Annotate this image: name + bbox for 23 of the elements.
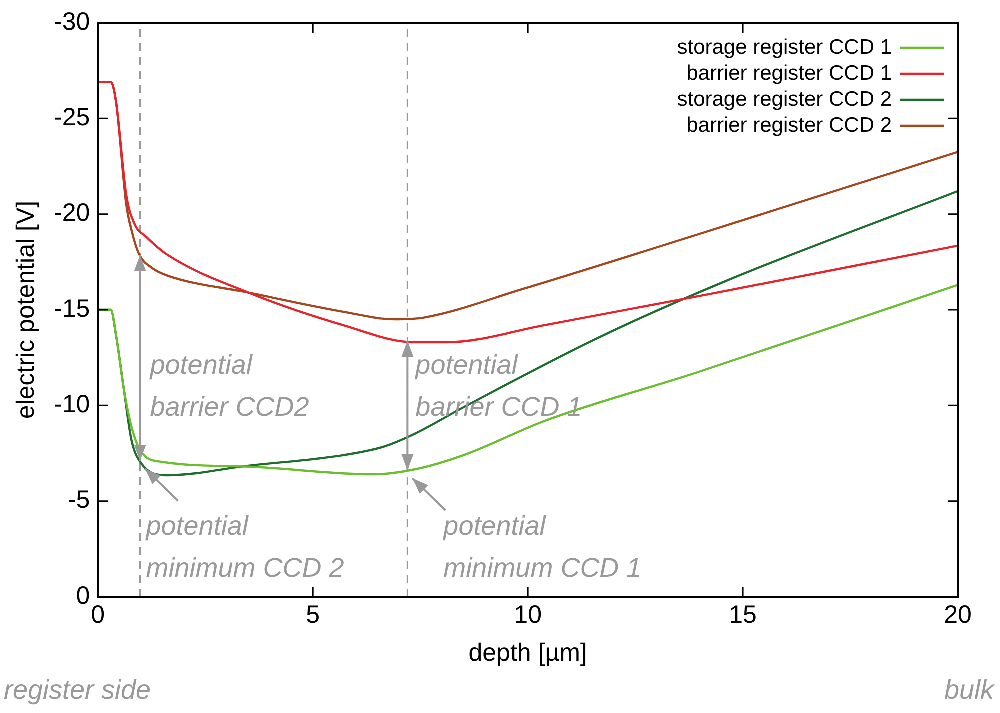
y-tick-label: -10 <box>54 390 90 419</box>
x-tick-label: 20 <box>944 600 972 629</box>
x-tick-label: 5 <box>306 600 320 629</box>
legend-label: barrier register CCD 2 <box>686 114 892 137</box>
text: register side <box>4 675 152 706</box>
legend-label: barrier register CCD 1 <box>686 62 892 85</box>
y-tick-label: -30 <box>54 8 90 36</box>
x-tick-label: 15 <box>729 600 757 629</box>
x-tick-label: 10 <box>514 600 542 629</box>
y-tick-label: -5 <box>68 486 90 514</box>
line-series <box>98 284 958 476</box>
y-tick-label: 0 <box>76 582 90 610</box>
y-tick-label: -15 <box>54 294 90 323</box>
legend-label: storage register CCD 1 <box>677 36 892 59</box>
annotation: potential minimum CCD 1 <box>442 510 642 583</box>
text: bulk <box>944 675 996 706</box>
x-axis-title: depth [µm] <box>468 638 588 667</box>
y-axis-title: electric potential [V] <box>12 200 40 420</box>
y-tick-label: -20 <box>54 199 90 228</box>
annotation: potential minimum CCD 2 <box>145 510 344 583</box>
y-tick-label: -25 <box>54 104 90 132</box>
annotation: potential barrier CCD2 <box>149 350 310 422</box>
legend-label: storage register CCD 2 <box>677 88 892 111</box>
